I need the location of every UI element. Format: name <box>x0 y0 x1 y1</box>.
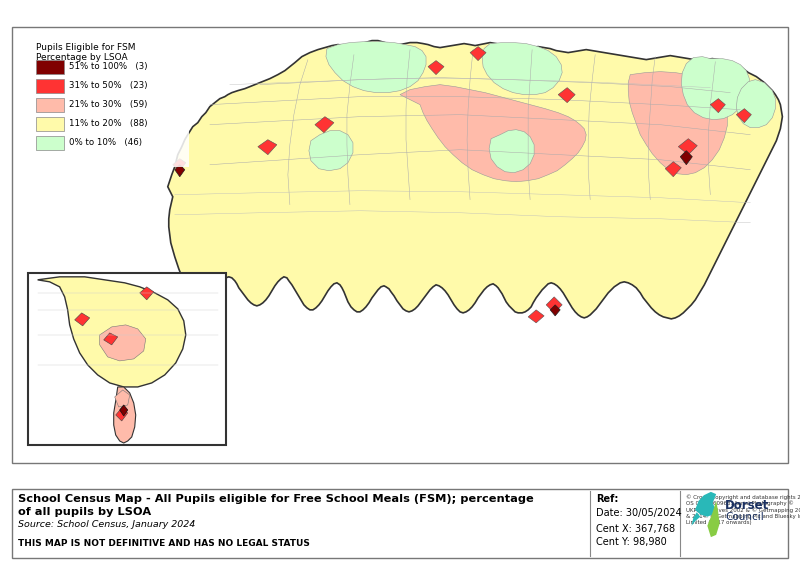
Text: 31% to 50%   (23): 31% to 50% (23) <box>69 81 147 90</box>
Text: Date: 30/05/2024: Date: 30/05/2024 <box>596 508 682 518</box>
Polygon shape <box>682 57 750 119</box>
Polygon shape <box>691 512 700 526</box>
Polygon shape <box>736 109 751 123</box>
Text: 0% to 10%   (46): 0% to 10% (46) <box>69 138 142 147</box>
Polygon shape <box>628 72 727 175</box>
Polygon shape <box>678 139 698 155</box>
Polygon shape <box>168 41 782 319</box>
Text: 21% to 30%   (59): 21% to 30% (59) <box>69 100 147 109</box>
Polygon shape <box>315 117 334 132</box>
Polygon shape <box>528 310 544 323</box>
Text: Source: School Census, January 2024: Source: School Census, January 2024 <box>18 520 195 529</box>
Polygon shape <box>550 305 560 316</box>
Polygon shape <box>558 88 575 102</box>
Polygon shape <box>120 405 128 416</box>
Polygon shape <box>428 61 444 75</box>
Polygon shape <box>680 151 692 165</box>
FancyBboxPatch shape <box>36 98 64 112</box>
FancyBboxPatch shape <box>36 136 64 149</box>
Polygon shape <box>104 333 118 345</box>
Polygon shape <box>470 46 486 61</box>
Text: © Crown copyright and database rights 2024
OS 0100060963. Aerial Photography ©
U: © Crown copyright and database rights 20… <box>686 494 800 525</box>
Polygon shape <box>173 158 186 171</box>
Text: THIS MAP IS NOT DEFINITIVE AND HAS NO LEGAL STATUS: THIS MAP IS NOT DEFINITIVE AND HAS NO LE… <box>18 539 310 548</box>
Polygon shape <box>736 80 775 128</box>
Polygon shape <box>326 41 426 93</box>
Polygon shape <box>400 85 586 182</box>
Text: of all pupils by LSOA: of all pupils by LSOA <box>18 507 150 517</box>
FancyBboxPatch shape <box>36 117 64 131</box>
Polygon shape <box>489 130 534 173</box>
Text: School Census Map - All Pupils eligible for Free School Meals (FSM); percentage: School Census Map - All Pupils eligible … <box>18 494 534 504</box>
Polygon shape <box>116 408 128 421</box>
Text: Ref:: Ref: <box>596 494 618 504</box>
Polygon shape <box>707 501 720 537</box>
FancyBboxPatch shape <box>12 489 788 558</box>
Polygon shape <box>100 325 146 361</box>
Polygon shape <box>695 492 716 517</box>
Text: Pupils Eligible for FSM
Percentage by LSOA: Pupils Eligible for FSM Percentage by LS… <box>36 42 135 62</box>
Text: Cent Y: 98,980: Cent Y: 98,980 <box>596 537 667 547</box>
Text: Cent X: 367,768: Cent X: 367,768 <box>596 524 675 534</box>
FancyBboxPatch shape <box>30 37 189 167</box>
Polygon shape <box>482 42 562 95</box>
Polygon shape <box>309 131 353 171</box>
Polygon shape <box>140 287 154 300</box>
FancyBboxPatch shape <box>36 79 64 93</box>
Polygon shape <box>666 162 682 177</box>
FancyBboxPatch shape <box>36 59 64 74</box>
FancyBboxPatch shape <box>28 273 226 445</box>
Polygon shape <box>174 165 185 177</box>
Text: 51% to 100%   (3): 51% to 100% (3) <box>69 62 147 71</box>
Polygon shape <box>114 390 130 407</box>
Text: Council: Council <box>725 512 764 522</box>
Polygon shape <box>710 98 726 113</box>
Text: Dorset: Dorset <box>725 499 770 512</box>
Text: 11% to 20%   (88): 11% to 20% (88) <box>69 119 147 128</box>
Polygon shape <box>258 140 277 155</box>
Polygon shape <box>546 297 562 313</box>
Polygon shape <box>74 313 90 326</box>
FancyBboxPatch shape <box>12 27 788 463</box>
Polygon shape <box>114 387 136 443</box>
Polygon shape <box>38 277 186 387</box>
